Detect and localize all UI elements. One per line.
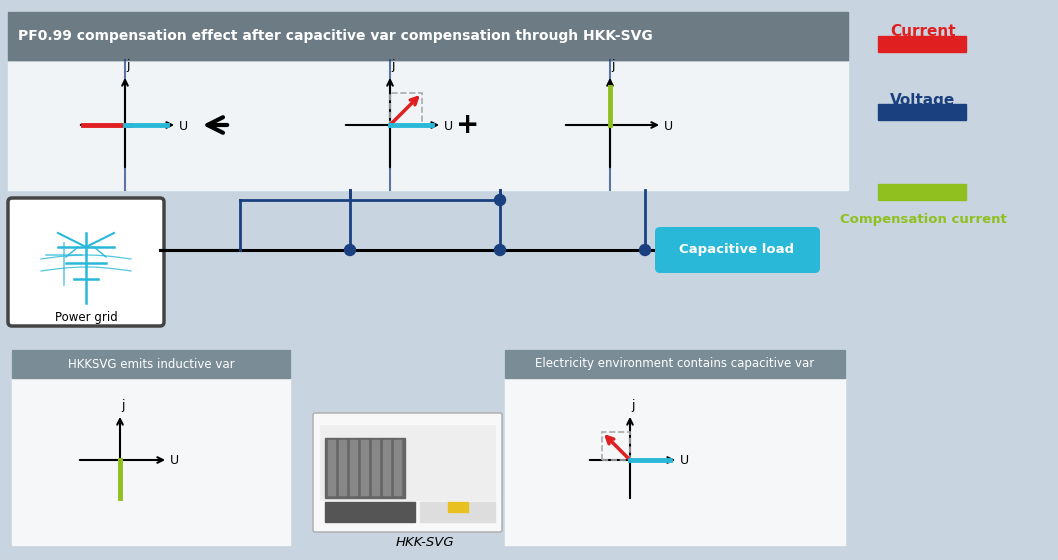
Bar — [394, 440, 401, 495]
Bar — [320, 425, 495, 500]
Text: U: U — [170, 455, 179, 468]
Bar — [350, 440, 357, 495]
Bar — [325, 438, 405, 498]
Bar — [505, 350, 845, 378]
Text: U: U — [444, 119, 453, 133]
Bar — [878, 184, 966, 200]
Text: j: j — [122, 399, 125, 412]
Bar — [8, 62, 849, 190]
Text: Compensation current: Compensation current — [840, 213, 1006, 226]
Text: U: U — [680, 455, 689, 468]
Text: Current: Current — [890, 25, 955, 40]
Text: U: U — [179, 119, 188, 133]
FancyBboxPatch shape — [8, 198, 164, 326]
Circle shape — [494, 245, 506, 255]
Text: j: j — [632, 399, 635, 412]
Circle shape — [639, 245, 651, 255]
Circle shape — [494, 194, 506, 206]
FancyBboxPatch shape — [655, 227, 820, 273]
Bar — [361, 440, 368, 495]
Text: Capacitive load: Capacitive load — [679, 244, 795, 256]
Bar — [339, 440, 346, 495]
Bar — [505, 350, 845, 545]
Bar — [420, 502, 495, 522]
Circle shape — [345, 245, 355, 255]
Text: PF0.99 compensation effect after capacitive var compensation through HKK-SVG: PF0.99 compensation effect after capacit… — [18, 29, 653, 43]
Bar — [878, 36, 966, 52]
Text: Electricity environment contains capacitive var: Electricity environment contains capacit… — [535, 357, 815, 371]
Text: HKK-SVG: HKK-SVG — [396, 535, 454, 548]
Text: +: + — [456, 111, 479, 139]
Text: U: U — [664, 119, 673, 133]
Bar — [372, 440, 379, 495]
Bar — [12, 350, 290, 378]
FancyBboxPatch shape — [313, 413, 501, 532]
Bar — [325, 502, 415, 522]
Bar — [383, 440, 390, 495]
Text: j: j — [612, 59, 615, 72]
Bar — [328, 440, 335, 495]
Text: j: j — [126, 59, 130, 72]
Bar — [8, 12, 849, 60]
Bar — [878, 104, 966, 120]
Bar — [12, 350, 290, 545]
Text: Voltage: Voltage — [891, 92, 955, 108]
Text: HKKSVG emits inductive var: HKKSVG emits inductive var — [68, 357, 234, 371]
Bar — [448, 502, 468, 512]
Bar — [602, 432, 630, 460]
Text: j: j — [391, 59, 395, 72]
Bar — [390, 93, 422, 125]
Text: Power grid: Power grid — [55, 310, 117, 324]
